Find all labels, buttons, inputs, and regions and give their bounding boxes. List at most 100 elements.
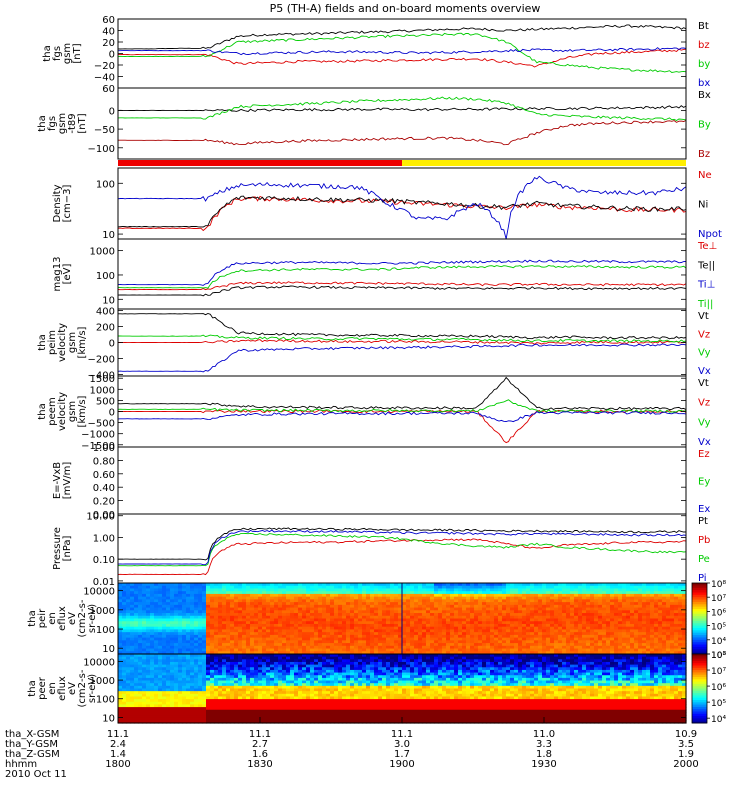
y-tick-label: 0 <box>109 339 115 350</box>
y-axis-label-efield: E=-VxB[mV/m] <box>52 462 73 500</box>
y-axis-label-pressure: Pressure[nPa] <box>52 527 73 570</box>
y-tick-label: −200 <box>88 354 115 365</box>
series-line-fgs-t89-0 <box>118 106 686 112</box>
legend-pressure-2: Pe <box>698 554 710 565</box>
legend-fgs-t89-1: By <box>698 120 711 131</box>
legend-temperature-2: Ti⊥ <box>697 280 715 291</box>
y-axis-label-temperature: mag13[eV] <box>52 257 73 292</box>
legend-temperature-1: Te|| <box>697 260 715 271</box>
legend-fgs-t89-2: Bz <box>698 149 710 160</box>
legend-fgs-gsm-1: bz <box>698 40 710 51</box>
legend-density-2: Npot <box>698 229 722 240</box>
y-axis-label-density: Density[cm−3] <box>52 184 73 222</box>
legend-peim-velocity-2: Vy <box>698 348 711 359</box>
y-tick-label: −500 <box>88 419 115 430</box>
panel-efield: E=-VxB[mV/m] <box>52 447 686 514</box>
legend-peim-velocity-0: Vt <box>698 311 709 322</box>
series-line-pressure-1 <box>118 539 686 575</box>
series-line-fgs-gsm-0 <box>118 25 686 49</box>
y-tick-label: 10 <box>102 295 115 306</box>
series-line-peem-velocity-1 <box>118 410 686 443</box>
legend-fgs-t89-0: Bx <box>698 90 711 101</box>
legend-fgs-gsm-3: bx <box>698 78 710 89</box>
y-tick-label: 100 <box>96 625 115 636</box>
y-tick-label: 0 <box>109 106 115 117</box>
series-line-fgs-t89-2 <box>118 121 686 145</box>
legend-pressure-1: Pb <box>698 535 710 546</box>
legend-peem-velocity-1: Vz <box>698 398 710 409</box>
colorbar-tick-label: 10⁶ <box>711 608 726 618</box>
y-tick-label: 1.00 <box>93 533 115 544</box>
y-tick-label: 1000 <box>90 247 115 258</box>
legend-fgs-gsm-2: by <box>698 59 710 70</box>
y-tick-label: 60 <box>102 15 115 26</box>
panel-density: Density[cm−3] <box>52 168 686 239</box>
panel-frame <box>118 168 686 239</box>
y-tick-label: 100 <box>96 179 115 190</box>
legend-efield-1: Ey <box>698 477 710 488</box>
y-tick-label: 10.00 <box>86 512 115 523</box>
y-label-line: [nPa] <box>62 535 73 561</box>
y-tick-label: 1.00 <box>93 443 115 454</box>
y-label-line: [nT] <box>77 113 88 133</box>
y-label-line: [cm−3] <box>62 185 73 223</box>
spectrogram-peer-efluxspec <box>118 654 687 724</box>
series-line-density-1 <box>118 196 686 227</box>
series-line-peem-velocity-0 <box>118 378 686 410</box>
series-line-temperature-1 <box>118 286 686 296</box>
y-label-line: [km/s] <box>77 395 88 427</box>
y-tick-label: 400 <box>96 307 115 318</box>
y-label-line: [mV/m] <box>62 462 73 500</box>
y-label-line: [nT] <box>72 43 83 63</box>
panel-frame <box>118 447 686 514</box>
legend-temperature-0: Te⊥ <box>697 241 717 252</box>
panel-temperature: mag13[eV] <box>52 239 686 309</box>
legend-peem-velocity-3: Vx <box>698 437 711 448</box>
y-tick-label: 500 <box>96 396 115 407</box>
legend-peim-velocity-3: Vx <box>698 366 711 377</box>
chart-title: P5 (TH-A) fields and on-board moments ov… <box>270 2 541 15</box>
y-tick-label: 40 <box>102 27 115 38</box>
colorbar-tick-label: 10⁵ <box>711 623 726 633</box>
y-tick-label: 10 <box>102 230 115 241</box>
legend-peem-velocity-0: Vt <box>698 378 709 389</box>
legend-pressure-0: Pt <box>698 516 708 527</box>
colorbar-tick-label: 10⁷ <box>711 594 726 604</box>
y-label-line: [eV] <box>62 264 73 285</box>
series-line-pressure-0 <box>118 528 686 560</box>
series-line-temperature-2 <box>118 260 686 285</box>
y-tick-label: 1000 <box>90 606 115 617</box>
y-tick-label: 0.60 <box>93 470 115 481</box>
y-tick-label: −50 <box>94 125 115 136</box>
y-tick-label: 100 <box>96 271 115 282</box>
y-tick-label: −40 <box>94 73 115 84</box>
colorbar-tick-label: 10⁴ <box>711 637 726 647</box>
legend-efield-0: Ez <box>698 449 710 460</box>
y-tick-label: 200 <box>96 323 115 334</box>
y-tick-label: 1000 <box>90 385 115 396</box>
y-tick-label: 1500 <box>90 374 115 385</box>
y-tick-label: 0.20 <box>93 497 115 508</box>
y-tick-label: 0.40 <box>93 483 115 494</box>
legend-peim-velocity-1: Vz <box>698 329 710 340</box>
y-tick-label: −100 <box>88 144 115 155</box>
series-line-peim-velocity-3 <box>118 344 686 372</box>
series-line-density-0 <box>118 196 686 230</box>
legend-peem-velocity-2: Vy <box>698 417 711 428</box>
legend-density-0: Ne <box>698 170 712 181</box>
series-line-peem-velocity-3 <box>118 412 686 422</box>
legend-efield-2: Ex <box>698 504 710 515</box>
legend-density-1: Ni <box>698 200 708 211</box>
y-tick-label: 0 <box>109 408 115 419</box>
y-tick-label: 60 <box>102 84 115 95</box>
